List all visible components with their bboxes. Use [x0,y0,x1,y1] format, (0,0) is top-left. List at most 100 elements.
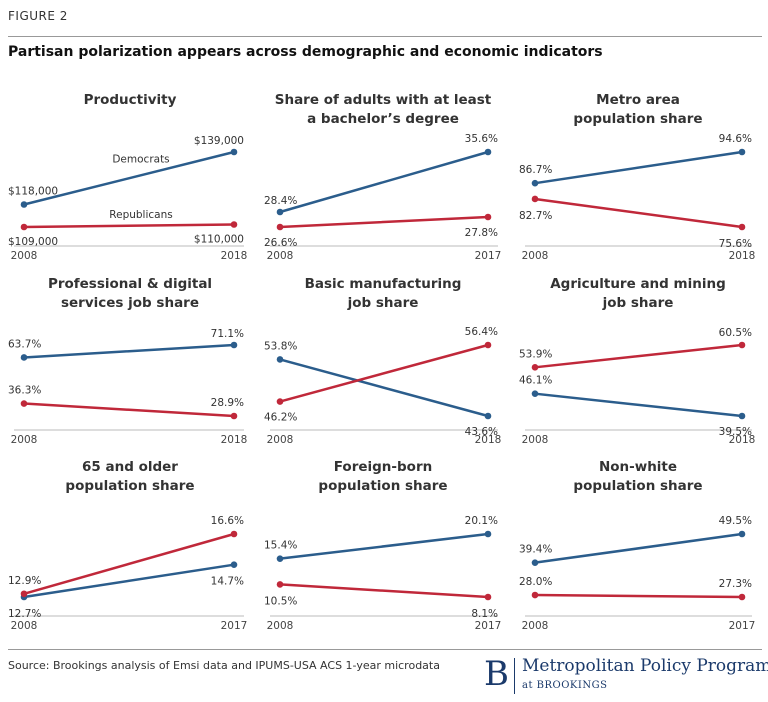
data-point-end [230,412,238,420]
x-tick-label-end: 2018 [475,434,502,446]
data-point-start [276,398,284,405]
data-point-start [531,591,539,599]
series-line [22,343,236,359]
series-name-label: Republicans [109,209,172,221]
data-point-end [738,341,746,349]
chart-title-line: Metro area [596,92,680,108]
data-label-end: 39.5% [719,426,752,438]
data-point-start [276,223,284,231]
data-label-start: 53.9% [519,348,552,360]
x-tick-label-start: 2008 [522,250,549,262]
series-line [533,392,744,418]
x-tick-label-end: 2017 [221,620,248,632]
data-label-end: $110,000 [194,234,244,246]
series-name-label: Democrats [112,153,169,165]
logo-divider [514,658,515,694]
data-point-start [276,581,284,588]
x-tick-label-end: 2018 [729,434,756,446]
data-label-end: 71.1% [211,328,244,340]
series-line [533,197,744,229]
data-point-end [484,593,492,601]
chart-title-line: Foreign-born [334,459,432,475]
chart-title-line: population share [318,478,447,494]
data-label-end: 94.6% [719,133,752,145]
x-tick-label-start: 2008 [267,434,294,446]
data-point-start [531,559,539,566]
series-line [533,343,744,369]
data-point-start [531,364,539,371]
data-point-end [230,561,238,568]
series-line [22,223,236,229]
data-label-start: 39.4% [519,544,552,556]
data-label-end: 20.1% [465,515,498,527]
data-label-end: 27.3% [719,578,752,590]
chart-title-line: job share [347,295,419,311]
data-label-start: 63.7% [8,338,41,350]
data-point-end [230,221,238,228]
chart-title-line: Share of adults with at least [275,92,492,108]
x-tick-label-start: 2008 [267,620,294,632]
chart-title-line: population share [573,111,702,127]
data-label-end: 56.4% [465,326,498,338]
brookings-logo: B Metropolitan Policy Program at BROOKIN… [484,654,768,698]
data-label-end: 16.6% [211,515,244,527]
chart-title-line: Basic manufacturing [305,276,462,292]
logo-program-name: Metropolitan Policy Program [522,656,768,676]
x-tick-label-end: 2017 [475,250,502,262]
x-tick-label-end: 2017 [729,620,756,632]
top-divider [8,36,762,37]
data-label-end: 28.9% [211,397,244,409]
x-tick-label-end: 2018 [221,250,248,262]
chart-title-line: a bachelor’s degree [307,111,459,127]
data-point-start [20,223,28,231]
data-label-start: 12.9% [8,575,41,587]
figure-title: Partisan polarization appears across dem… [8,44,603,60]
data-label-start: 82.7% [519,210,552,222]
figure-label: FIGURE 2 [8,9,68,23]
data-point-start [20,400,28,407]
data-point-start [531,195,539,203]
series-line [533,532,744,564]
data-label-end: 8.1% [471,608,498,620]
data-point-end [484,530,492,538]
series-line [22,563,236,599]
data-point-end [230,148,238,156]
source-note: Source: Brookings analysis of Emsi data … [8,659,440,672]
data-label-start: 12.7% [8,608,41,620]
data-label-end: 14.7% [211,576,244,588]
data-label-start: 86.7% [519,164,552,176]
data-label-end: 27.8% [465,227,498,239]
chart-title-line: Non-white [599,459,677,475]
series-line [278,358,490,418]
data-label-start: 46.2% [264,412,297,424]
chart-title-line: Productivity [84,92,177,108]
x-tick-label-start: 2008 [522,620,549,632]
data-label-start: 26.6% [264,237,297,249]
data-point-end [738,223,746,231]
bottom-divider [8,649,762,650]
data-point-start [20,201,28,208]
logo-subtitle: at BROOKINGS [522,680,608,691]
series-line [533,150,744,185]
logo-letter: B [484,654,509,694]
data-point-start [276,208,284,216]
data-point-end [484,213,492,221]
series-line [278,532,490,560]
data-label-end: 43.6% [465,426,498,438]
data-point-end [738,412,746,420]
x-tick-label-start: 2008 [11,620,38,632]
data-point-end [484,148,492,156]
data-label-start: 15.4% [264,540,297,552]
chart-title-line: 65 and older [82,459,178,475]
data-point-end [230,530,238,538]
data-point-end [230,341,238,349]
data-label-start: 46.1% [519,375,552,387]
data-label-start: 28.0% [519,576,552,588]
chart-title-line: Agriculture and mining [550,276,726,292]
x-tick-label-start: 2008 [11,250,38,262]
series-line [533,593,744,599]
chart-title-line: job share [602,295,674,311]
series-line [278,150,490,214]
data-point-start [531,179,539,187]
data-point-start [276,356,284,363]
